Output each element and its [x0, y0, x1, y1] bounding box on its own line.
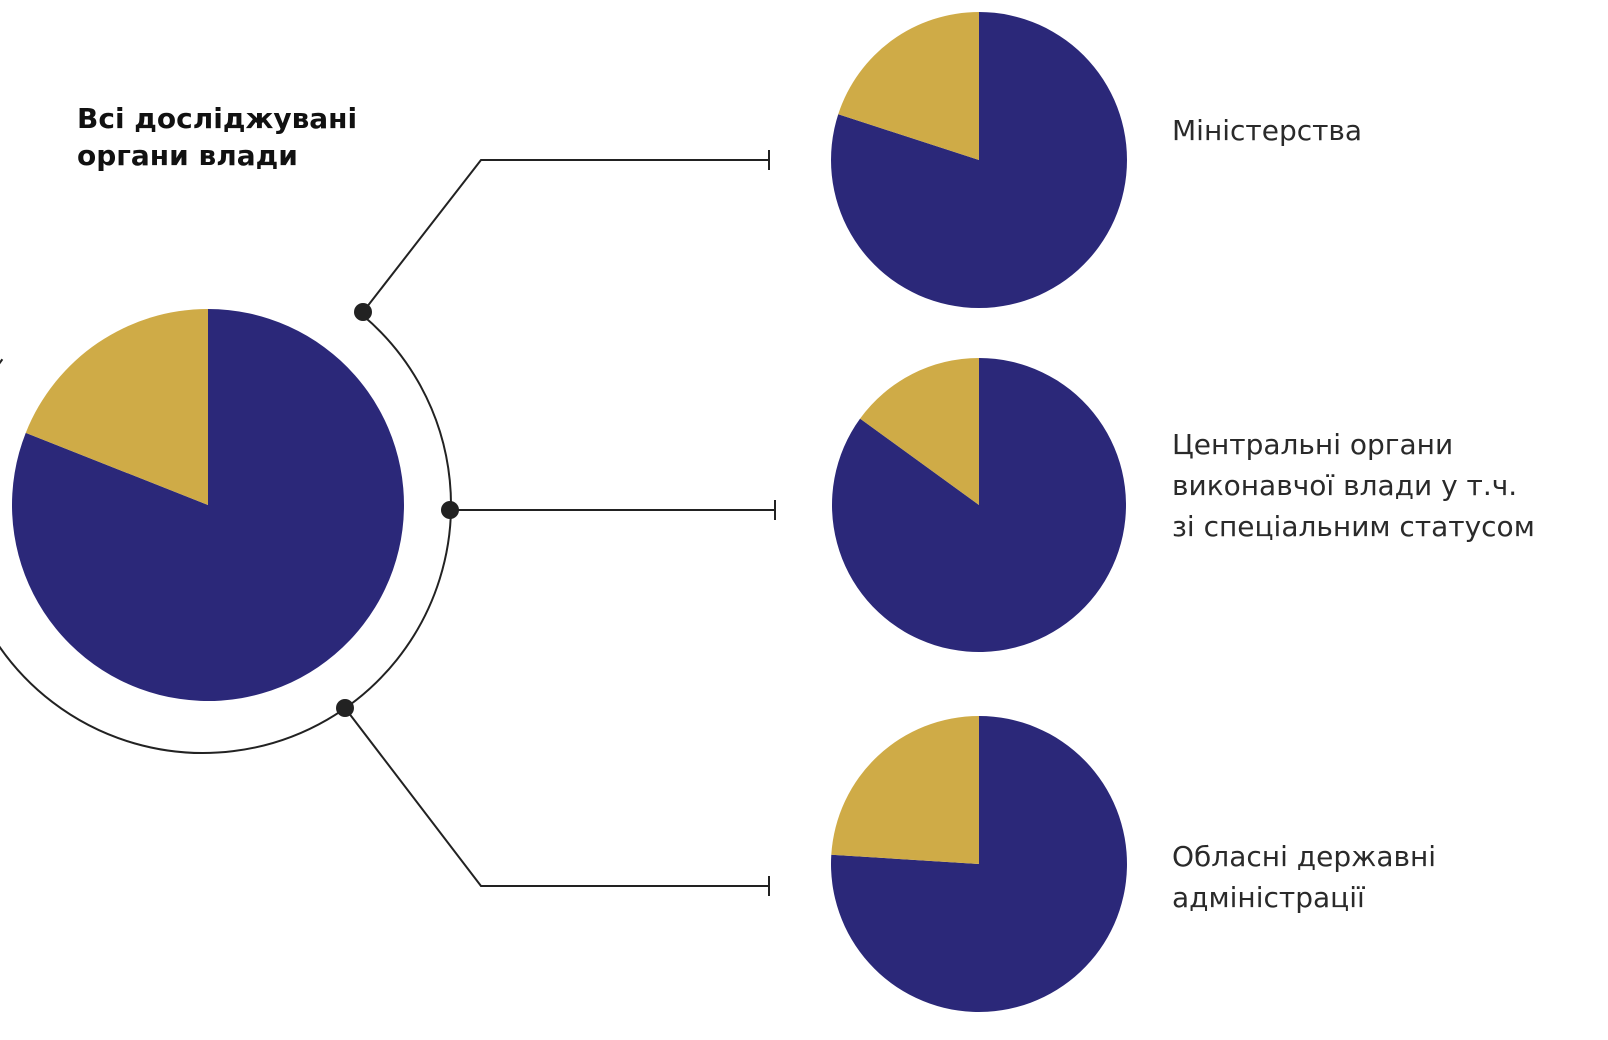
pie-central-bodies-slice-gold [860, 358, 979, 505]
connector-line-regional-administrations [344, 707, 769, 887]
connector-dot [336, 699, 354, 717]
category-label-line: Обласні державні [1172, 840, 1437, 873]
bracket-arc [0, 314, 452, 754]
connector-dot [441, 501, 459, 519]
main-title: Всі досліджувані органи влади [77, 100, 437, 174]
category-label-line: Центральні органи [1172, 428, 1454, 461]
category-label-line: адміністрації [1172, 881, 1365, 914]
pie-ministries-slice-gold [838, 12, 979, 160]
category-label-line: Міністерства [1172, 114, 1363, 147]
pie-regional-administrations-slice-gold [831, 716, 979, 864]
category-label-line: виконавчої влади у т.ч. [1172, 469, 1518, 502]
pie-central-bodies-slice-navy [832, 358, 1127, 652]
category-label-central-bodies: Центральні органи виконавчої влади у т.ч… [1172, 424, 1535, 547]
main-title-line: Всі досліджувані [77, 102, 358, 135]
category-label-line: зі спеціальним статусом [1172, 510, 1535, 543]
category-label-ministries: Міністерства [1172, 110, 1362, 151]
connector-dot [354, 303, 372, 321]
pie-ministries-slice-navy [831, 12, 1127, 309]
category-label-regional-administrations: Обласні державні адміністрації [1172, 836, 1436, 918]
main-title-line: органи влади [77, 139, 298, 172]
pie-all-bodies-slice-gold [25, 309, 208, 505]
connector-line-ministries [362, 159, 769, 313]
